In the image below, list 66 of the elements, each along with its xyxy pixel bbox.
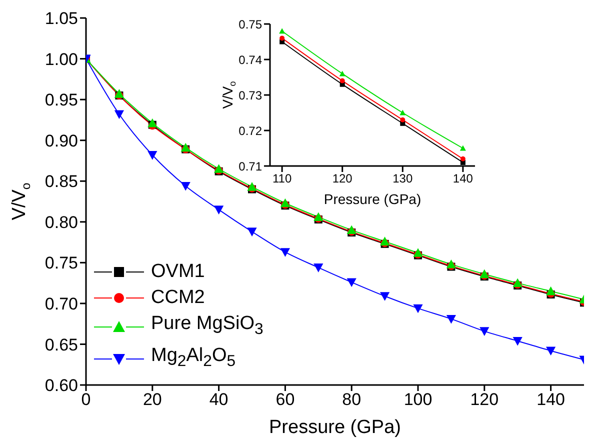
x-tick-label: 40 <box>209 390 228 410</box>
point <box>314 212 324 221</box>
x-tick-label: 100 <box>404 390 432 410</box>
y-tick-label: 0.72 <box>238 124 262 138</box>
x-tick-label: 20 <box>142 390 162 410</box>
point <box>214 164 224 173</box>
point <box>480 327 490 336</box>
y-tick-label: 0.75 <box>44 254 78 273</box>
legend-label: CCM2 <box>151 286 205 310</box>
y-tick-label: 0.95 <box>44 90 78 110</box>
y-tick-label: 0.85 <box>44 172 78 192</box>
x-axis-title: Pressure (GPa) <box>324 191 422 207</box>
point <box>480 269 490 278</box>
point <box>346 225 356 234</box>
point <box>460 145 466 151</box>
y-tick-label: 0.74 <box>238 52 262 67</box>
x-axis-title: Pressure (GPa) <box>269 417 401 438</box>
point <box>380 292 390 301</box>
y-tick-label: 0.70 <box>44 294 78 314</box>
point <box>314 264 324 272</box>
y-tick-label: 0.90 <box>44 131 78 150</box>
point <box>512 278 522 288</box>
x-tick-label: 130 <box>392 172 413 186</box>
x-tick-label: 140 <box>536 390 565 410</box>
point <box>247 228 257 236</box>
point <box>180 182 190 191</box>
point <box>280 198 290 208</box>
point <box>114 110 124 120</box>
point <box>380 236 390 246</box>
point <box>346 278 356 288</box>
y-tick-label: 0.71 <box>238 159 262 174</box>
y-tick-label: 0.65 <box>44 335 78 354</box>
point <box>400 117 406 122</box>
point <box>180 142 190 152</box>
point <box>280 36 285 41</box>
x-tick-label: 0 <box>81 390 91 410</box>
point <box>446 314 456 324</box>
y-tick-label: 0.73 <box>238 88 262 102</box>
x-tick-label: 80 <box>342 390 362 410</box>
legend-label: OVM1 <box>151 260 205 284</box>
y-tick-label: 0.60 <box>44 376 78 396</box>
y-tick-label: 0.80 <box>44 212 78 232</box>
legend-label: Pure MgSiO$_{3}$ <box>151 312 264 340</box>
point <box>512 336 522 346</box>
point <box>413 304 423 314</box>
point <box>214 206 224 214</box>
point <box>546 286 556 296</box>
point <box>460 156 466 162</box>
x-tick-label: 110 <box>272 172 292 186</box>
y-tick-label: 1.00 <box>44 50 78 69</box>
point <box>413 248 423 257</box>
x-tick-label: 60 <box>276 390 295 410</box>
point <box>546 346 556 356</box>
point <box>339 70 346 76</box>
point <box>148 118 158 128</box>
point <box>280 248 290 257</box>
point <box>148 151 158 160</box>
legend-label: Mg$_{2}$Al$_{2}$O$_{5}$ <box>151 344 236 372</box>
x-tick-label: 120 <box>332 172 353 186</box>
point <box>400 110 406 116</box>
x-tick-label: 120 <box>470 390 499 410</box>
point <box>279 28 286 34</box>
x-tick-label: 140 <box>452 172 474 186</box>
point <box>340 78 345 84</box>
y-tick-label: 1.05 <box>44 9 78 28</box>
y-tick-label: 0.75 <box>238 17 262 32</box>
